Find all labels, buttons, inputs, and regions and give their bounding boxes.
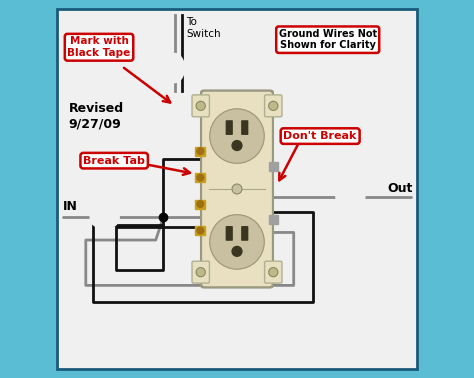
FancyBboxPatch shape [200, 90, 274, 288]
Circle shape [196, 268, 205, 277]
Bar [269, 215, 278, 224]
FancyBboxPatch shape [241, 120, 248, 135]
Circle shape [210, 215, 264, 269]
Circle shape [269, 268, 278, 277]
Text: Revised
9/27/09: Revised 9/27/09 [69, 102, 124, 130]
Bar [195, 173, 205, 182]
FancyBboxPatch shape [57, 9, 417, 369]
FancyBboxPatch shape [48, 0, 426, 378]
FancyBboxPatch shape [264, 261, 282, 283]
Circle shape [210, 109, 264, 163]
Text: Ground Wires Not
Shown for Clarity: Ground Wires Not Shown for Clarity [279, 29, 377, 51]
Bar [195, 147, 205, 156]
Circle shape [197, 201, 204, 208]
FancyBboxPatch shape [201, 91, 273, 287]
Bar [195, 226, 205, 235]
Circle shape [197, 174, 204, 181]
Circle shape [269, 101, 278, 110]
Ellipse shape [91, 206, 119, 229]
Bar [269, 162, 278, 171]
Ellipse shape [336, 185, 365, 208]
FancyBboxPatch shape [226, 120, 233, 135]
FancyBboxPatch shape [192, 95, 210, 117]
Text: IN: IN [63, 200, 78, 212]
Text: To
Switch: To Switch [186, 17, 220, 39]
Circle shape [197, 227, 204, 234]
Circle shape [232, 184, 242, 194]
Bar [195, 200, 205, 209]
Text: Break Tab: Break Tab [83, 156, 145, 166]
Circle shape [232, 246, 242, 256]
Text: Out: Out [387, 183, 413, 195]
FancyBboxPatch shape [226, 226, 233, 241]
Circle shape [197, 148, 204, 155]
FancyBboxPatch shape [241, 226, 248, 241]
Ellipse shape [165, 54, 184, 82]
Circle shape [196, 101, 205, 110]
Circle shape [232, 141, 242, 150]
FancyBboxPatch shape [264, 95, 282, 117]
Text: Mark with
Black Tape: Mark with Black Tape [67, 36, 131, 58]
Text: Don't Break: Don't Break [283, 131, 357, 141]
FancyBboxPatch shape [192, 261, 210, 283]
